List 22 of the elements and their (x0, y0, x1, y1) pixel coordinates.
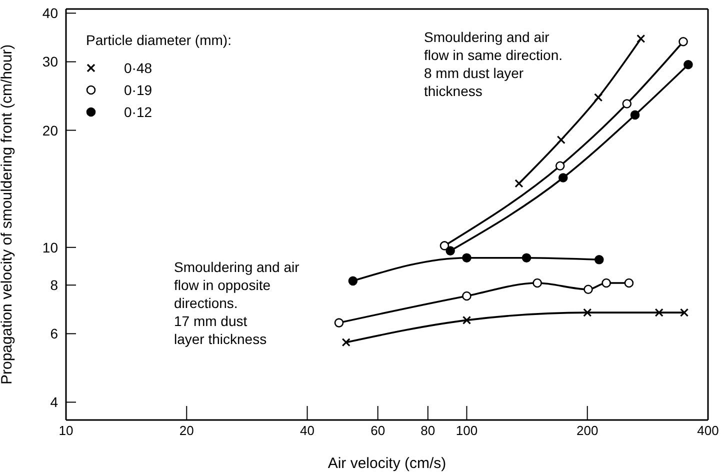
y-tick-label: 20 (42, 122, 58, 138)
legend-label: 0·19 (124, 82, 152, 98)
y-axis-title: Propagation velocity of smouldering front (cm/hour) (0, 44, 16, 384)
y-tick-label: 8 (50, 277, 58, 294)
annotation: Smouldering and air flow in same direction. 8 mm dust layer thickness (424, 29, 563, 99)
x-tick-label: 400 (697, 423, 719, 438)
x-tick-label: 60 (370, 423, 386, 438)
x-tick-label: 200 (576, 423, 598, 438)
annotation: Smouldering and air flow in opposite directions. 17 mm dust layer thickness (174, 259, 300, 347)
y-tick-label: 10 (42, 239, 58, 256)
x-tick-label: 40 (300, 423, 314, 438)
x-tick-label: 80 (420, 423, 436, 438)
y-tick-label: 30 (42, 54, 58, 70)
legend-title: Particle diameter (mm): (86, 32, 232, 48)
y-tick-label: 6 (50, 326, 58, 342)
legend-label: 0·12 (124, 104, 152, 120)
x-axis-title: Air velocity (cm/s) (328, 455, 446, 472)
y-tick-label: 40 (42, 5, 58, 22)
y-tick-label: 4 (50, 394, 58, 410)
x-tick-label: 20 (179, 423, 194, 438)
legend-label: 0·48 (124, 60, 152, 76)
x-tick-label: 100 (456, 423, 478, 438)
